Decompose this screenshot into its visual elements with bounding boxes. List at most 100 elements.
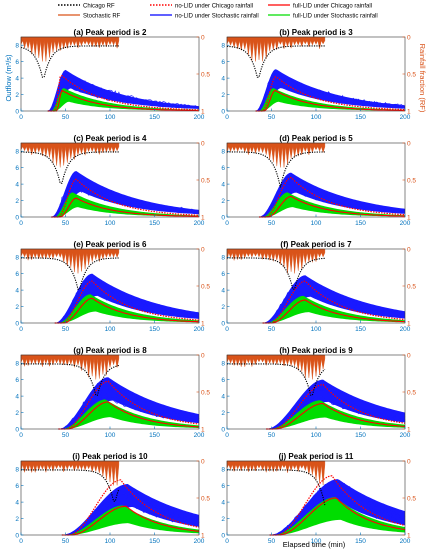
x-tick-label: 100 [105, 538, 116, 545]
full-stochastic-band [269, 400, 405, 429]
chicago-rf-line [21, 469, 120, 502]
nolid-stochastic-line [54, 277, 200, 324]
y-tick-label-left: 8 [221, 361, 225, 368]
stochastic-rf-area [226, 460, 326, 486]
x-tick-label: 50 [268, 114, 276, 121]
y-tick-label-left: 8 [221, 467, 225, 474]
y-tick-label-left: 6 [221, 483, 225, 490]
chicago-rf-line [227, 151, 325, 188]
x-tick-label: 100 [105, 114, 116, 121]
x-tick-label: 0 [225, 538, 229, 545]
y-tick-label-right: 0.5 [201, 71, 210, 78]
x-tick-label: 150 [355, 432, 366, 439]
nolid-stochastic-line [269, 482, 406, 536]
panel-7: 0 2 4 6 8 0 0.5 1 0 50 100 150 200 (h) Peak period is… [221, 346, 416, 439]
nolid-stochastic-band [255, 69, 405, 111]
x-tick-label: 100 [311, 220, 322, 227]
y-tick-label-right: 0.5 [201, 283, 210, 290]
y-tick-label-right: 0.5 [201, 177, 210, 184]
x-tick-label: 200 [194, 538, 205, 545]
x-tick-label: 200 [194, 114, 205, 121]
x-tick-label: 0 [19, 220, 23, 227]
y-tick-label-right: 0 [201, 140, 205, 147]
full-stochastic-band [262, 192, 405, 217]
nolid-chicago-line [262, 280, 406, 324]
y-tick-label-right: 1 [201, 426, 205, 433]
nolid-chicago-line [266, 383, 406, 430]
full-chicago-line [259, 195, 406, 218]
x-tick-label: 50 [62, 114, 70, 121]
full-chicago-line [262, 299, 406, 324]
y-tick-label-right: 1 [407, 426, 411, 433]
chicago-rf-line [20, 45, 119, 78]
full-stochastic-band [51, 87, 200, 111]
y-tick-label-left: 2 [15, 198, 19, 205]
x-tick-label: 200 [400, 220, 411, 227]
nolid-stochastic-line [255, 74, 406, 112]
y-tick-label-right: 0.5 [201, 495, 210, 502]
x-tick-label: 150 [355, 326, 366, 333]
x-tick-label: 0 [19, 326, 23, 333]
y-tick-label-left: 2 [15, 410, 19, 417]
panel-title: (i) Peak period is 10 [72, 452, 148, 461]
x-tick-label: 150 [149, 538, 160, 545]
y-tick-label-right: 1 [407, 108, 411, 115]
panel-1: 0 2 4 6 8 0 0.5 1 0 50 100 150 200 (b) Peak period is… [221, 28, 416, 121]
nolid-chicago-line [54, 280, 200, 324]
y-tick-label-right: 0.5 [407, 71, 416, 78]
x-tick-label: 150 [355, 538, 366, 545]
y-tick-label-left: 2 [221, 410, 225, 417]
y-tick-label-left: 8 [15, 467, 19, 474]
y-tick-label-right: 0 [201, 352, 205, 359]
y-tick-label-left: 4 [221, 181, 225, 188]
stochastic-rf-area [226, 354, 326, 380]
y-tick-label-left: 0 [15, 426, 19, 433]
y-tick-label-left: 2 [221, 92, 225, 99]
y-tick-label-left: 6 [15, 377, 19, 384]
y-tick-label-left: 6 [221, 377, 225, 384]
y-tick-label-left: 0 [15, 108, 19, 115]
x-tick-label: 0 [19, 538, 23, 545]
x-tick-label: 0 [225, 114, 229, 121]
panel-title: (c) Peak period is 4 [74, 134, 147, 143]
panel-8: 0 2 4 6 8 0 0.5 1 0 50 100 150 200 (i) Peak period is… [15, 452, 210, 545]
stochastic-rf-area [20, 36, 120, 62]
y-tick-label-left: 2 [15, 304, 19, 311]
x-tick-label: 100 [105, 326, 116, 333]
x-tick-label: 100 [311, 432, 322, 439]
y-tick-label-left: 8 [15, 43, 19, 50]
y-tick-label-left: 8 [221, 43, 225, 50]
full-stochastic-band [65, 505, 199, 535]
stochastic-rf-area [20, 142, 120, 168]
x-tick-label: 100 [105, 220, 116, 227]
full-stochastic-band [266, 295, 405, 323]
y-tick-label-right: 1 [201, 320, 205, 327]
panel-2: 0 2 4 6 8 0 0.5 1 0 50 100 150 200 (c) Peak period is… [15, 134, 210, 227]
nolid-stochastic-line [61, 503, 200, 536]
y-tick-label-left: 0 [221, 214, 225, 221]
full-chicago-line [61, 505, 200, 536]
chicago-rf-line [21, 363, 120, 396]
y-tick-label-left: 0 [15, 320, 19, 327]
y-tick-label-right: 0 [201, 246, 205, 253]
nolid-chicago-line [51, 178, 199, 218]
nolid-stochastic-line [262, 281, 406, 324]
nolid-stochastic-line [47, 86, 200, 112]
y-tick-label-left: 4 [15, 393, 19, 400]
stochastic-rf-area [226, 248, 326, 274]
nolid-stochastic-line [266, 390, 406, 430]
x-tick-label: 50 [268, 432, 276, 439]
nolid-stochastic-line [51, 185, 200, 218]
stochastic-rf-area [226, 142, 326, 168]
y-tick-label-right: 0 [201, 458, 205, 465]
x-tick-label: 0 [225, 220, 229, 227]
x-tick-label: 100 [311, 326, 322, 333]
y-axis-label-left: Outflow (m³/s) [4, 54, 13, 102]
y-tick-label-left: 8 [221, 149, 225, 156]
x-tick-label: 50 [268, 538, 276, 545]
nolid-chicago-line [61, 479, 200, 536]
panel-title: (f) Peak period is 7 [280, 240, 352, 249]
y-tick-label-left: 4 [221, 393, 225, 400]
y-tick-label-left: 6 [15, 483, 19, 490]
